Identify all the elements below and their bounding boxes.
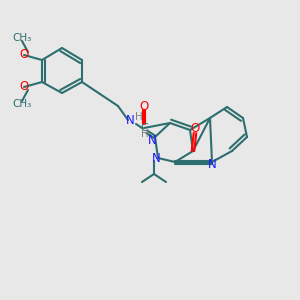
Text: O: O <box>20 49 28 62</box>
Text: H: H <box>135 112 143 122</box>
Text: O: O <box>190 122 200 134</box>
Text: N: N <box>148 134 156 146</box>
Text: N: N <box>208 158 216 170</box>
Text: O: O <box>140 100 148 112</box>
Text: H: H <box>141 129 149 139</box>
Text: O: O <box>20 80 28 94</box>
Text: N: N <box>126 113 134 127</box>
Text: CH₃: CH₃ <box>12 33 32 43</box>
Text: C: C <box>140 123 148 133</box>
Text: N: N <box>152 152 160 164</box>
Text: CH₃: CH₃ <box>12 99 32 109</box>
